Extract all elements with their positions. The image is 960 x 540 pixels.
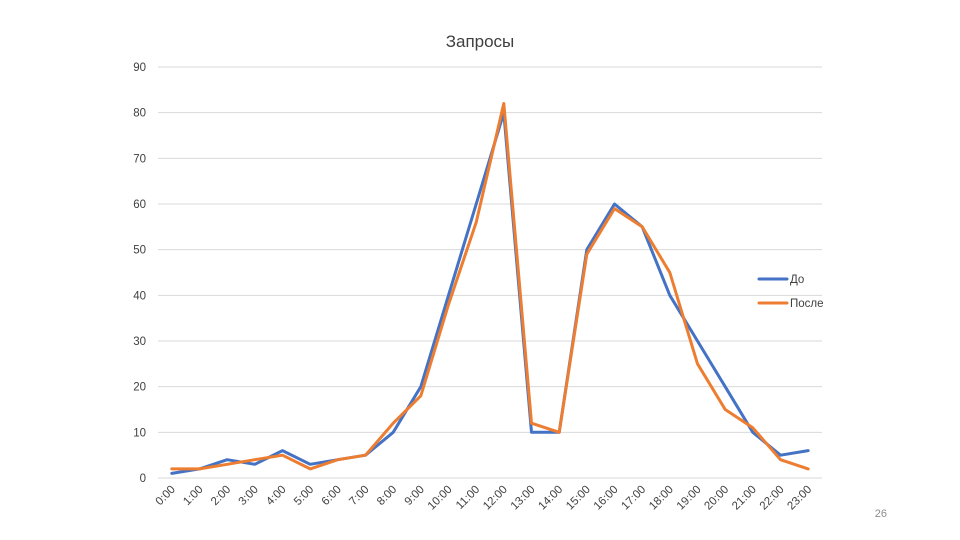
x-tick-label: 9:00 <box>403 484 427 508</box>
x-tick-label: 23:00 <box>785 484 814 513</box>
y-tick-label: 50 <box>133 245 146 257</box>
y-tick-label: 30 <box>133 336 146 348</box>
legend-label: До <box>790 274 804 286</box>
series-line-2 <box>170 102 810 471</box>
x-tick-label: 22:00 <box>758 484 787 513</box>
y-tick-label: 10 <box>133 427 146 439</box>
x-tick-label: 20:00 <box>702 484 731 513</box>
x-tick-label: 10:00 <box>426 484 455 513</box>
y-tick-label: 20 <box>133 382 146 394</box>
y-tick-label: 40 <box>133 290 146 302</box>
x-tick-label: 21:00 <box>730 484 759 513</box>
x-tick-label: 15:00 <box>564 484 593 513</box>
x-tick-label: 0:00 <box>154 484 178 508</box>
x-tick-label: 11:00 <box>454 484 482 512</box>
x-tick-label: 6:00 <box>320 484 344 508</box>
y-tick-label: 60 <box>133 199 146 211</box>
x-tick-label: 12:00 <box>481 484 510 513</box>
y-tick-label: 70 <box>133 153 146 165</box>
x-tick-label: 19:00 <box>675 484 704 513</box>
y-tick-label: 80 <box>133 108 146 120</box>
x-tick-label: 18:00 <box>647 484 676 513</box>
x-axis-ticks: 0:00 1:00 2:00 3:00 4:00 5:00 6:00 7:00 8:00 9:00… <box>154 484 815 513</box>
x-tick-label: 13:00 <box>509 484 538 513</box>
x-tick-label: 8:00 <box>375 484 399 508</box>
x-tick-label: 14:00 <box>536 484 565 513</box>
x-tick-label: 7:00 <box>347 484 371 508</box>
y-tick-label: 90 <box>133 62 146 74</box>
series-lines <box>170 102 810 475</box>
page-number: 26 <box>874 508 887 520</box>
gridlines <box>158 66 822 479</box>
x-tick-label: 17:00 <box>619 484 648 513</box>
x-tick-label: 2:00 <box>209 484 233 508</box>
x-tick-label: 4:00 <box>264 484 288 508</box>
y-axis-ticks: 0 10 20 30 40 50 60 70 80 90 <box>133 62 146 485</box>
legend: До После <box>757 274 824 310</box>
chart-title: Запросы <box>446 32 515 51</box>
x-tick-label: 1:00 <box>181 484 205 508</box>
legend-label: После <box>790 298 824 310</box>
x-tick-label: 5:00 <box>292 484 316 508</box>
x-tick-label: 16:00 <box>592 484 621 513</box>
x-tick-label: 3:00 <box>237 484 261 508</box>
y-tick-label: 0 <box>140 473 146 485</box>
